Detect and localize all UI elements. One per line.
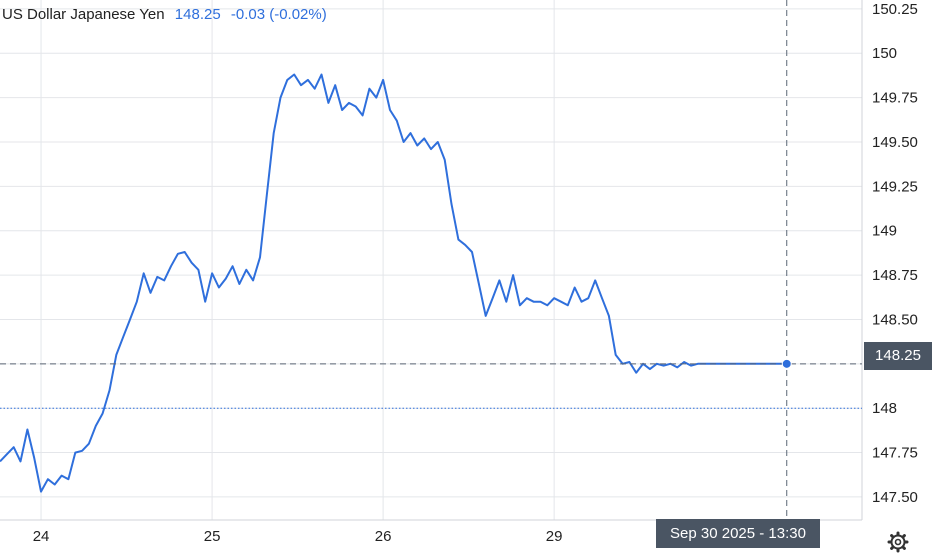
last-price: 148.25: [174, 6, 221, 23]
gear-icon[interactable]: [886, 530, 910, 554]
instrument-header: US Dollar Japanese Yen 148.25 -0.03 (-0.…: [2, 6, 327, 23]
crosshair-price-label: 148.25: [864, 342, 932, 370]
crosshair-time-label: Sep 30 2025 - 13:30: [656, 519, 820, 548]
y-tick-label: 149.25: [872, 178, 918, 195]
y-tick-label: 148.75: [872, 267, 918, 284]
crosshair: [0, 0, 862, 550]
last-price-marker: [781, 358, 792, 369]
x-tick-label: 29: [546, 528, 563, 545]
price-line: [0, 73, 787, 493]
x-tick-label: 26: [375, 528, 392, 545]
y-tick-label: 149.75: [872, 90, 918, 107]
y-tick-label: 147.75: [872, 445, 918, 462]
price-change: -0.03 (-0.02%): [230, 6, 327, 23]
instrument-name: US Dollar Japanese Yen: [2, 6, 165, 23]
y-tick-label: 148: [872, 400, 897, 417]
price-series: [0, 73, 787, 493]
y-tick-label: 149.50: [872, 134, 918, 151]
y-tick-label: 147.50: [872, 489, 918, 506]
y-tick-label: 150.25: [872, 1, 918, 18]
y-tick-label: 148.50: [872, 311, 918, 328]
y-tick-label: 149: [872, 223, 897, 240]
y-tick-label: 150: [872, 45, 897, 62]
chart-axes: 147.50 147.75 148 148.50 148.75 149 149.25 149.…: [0, 0, 918, 545]
x-tick-label: 24: [33, 528, 50, 545]
x-tick-label: 25: [204, 528, 221, 545]
chart-grid: [0, 0, 862, 520]
